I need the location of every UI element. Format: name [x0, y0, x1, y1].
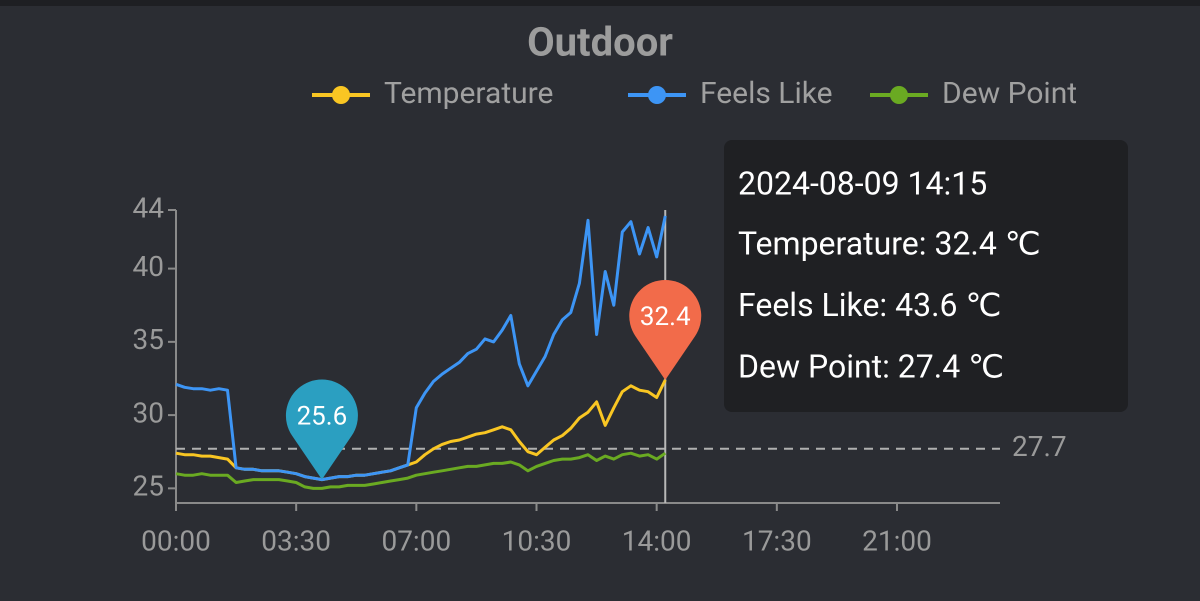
legend-marker [890, 86, 908, 104]
x-tick-label: 14:00 [622, 524, 692, 557]
legend-marker [648, 86, 666, 104]
x-tick-label: 00:00 [141, 524, 211, 557]
tooltip-line: Feels Like: 43.6 ℃ [738, 286, 1001, 324]
legend-marker [332, 86, 350, 104]
tooltip-box [724, 140, 1128, 412]
series-line [175, 215, 667, 482]
x-tick-label: 07:00 [381, 524, 451, 557]
y-tick-label: 35 [133, 323, 164, 356]
mark-point-label: 25.6 [297, 401, 348, 431]
y-tick-label: 30 [133, 396, 164, 429]
y-tick-label: 40 [133, 250, 164, 283]
x-tick-label: 03:30 [261, 524, 331, 557]
y-tick-label: 44 [133, 191, 165, 224]
x-tick-label: 10:30 [502, 524, 572, 557]
x-tick-label: 21:00 [862, 524, 932, 557]
mark-point-label: 32.4 [640, 302, 691, 332]
legend-label: Temperature [384, 76, 553, 111]
legend-label: Feels Like [700, 76, 833, 111]
legend-label: Dew Point [942, 76, 1077, 111]
top-strip [0, 0, 1200, 6]
mark-point [629, 279, 702, 380]
x-tick-label: 17:30 [742, 524, 812, 557]
series-line [175, 451, 667, 490]
tooltip-line: Temperature: 32.4 ℃ [738, 224, 1041, 262]
mark-point [285, 379, 358, 480]
tooltip: 2024-08-09 14:15 Temperature: 32.4 ℃ Feels… [724, 140, 1128, 412]
y-tick-label: 25 [133, 470, 164, 503]
mark-line-label: 27.7 [1012, 430, 1067, 463]
tooltip-line: Dew Point: 27.4 ℃ [738, 347, 1004, 385]
tooltip-title: 2024-08-09 14:15 [738, 164, 987, 202]
chart-title: Outdoor [527, 19, 673, 66]
